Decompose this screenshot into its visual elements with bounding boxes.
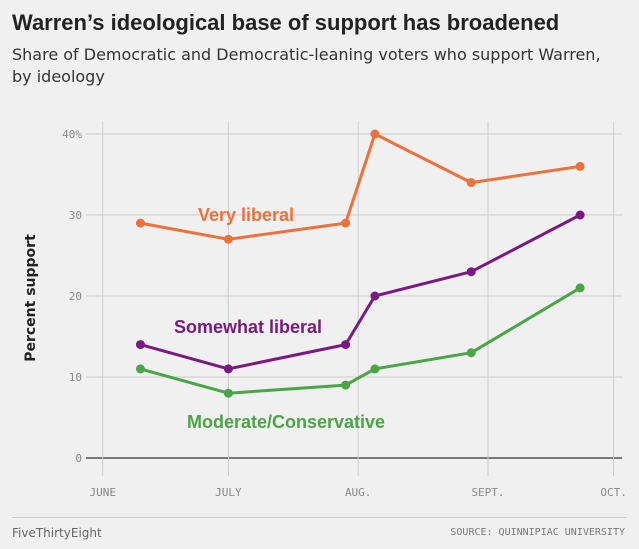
- chart-subtitle: Share of Democratic and Democratic-leani…: [12, 45, 601, 86]
- data-point-moderate-conservative: [341, 380, 351, 390]
- footer-credit: FiveThirtyEight: [12, 526, 102, 540]
- data-point-very-liberal: [466, 178, 476, 188]
- x-tick-labels: JUNE JULY AUG. SEPT. OCT.: [90, 486, 627, 499]
- footer-source: SOURCE: QUINNIPIAC UNIVERSITY: [450, 527, 625, 538]
- data-point-very-liberal: [341, 218, 351, 228]
- series-line-very-liberal: [138, 132, 582, 241]
- y-tick-label: 20: [69, 290, 82, 303]
- data-point-moderate-conservative: [370, 364, 380, 374]
- series-label-very-liberal: Very liberal: [198, 205, 294, 225]
- data-point-moderate-conservative: [135, 364, 145, 374]
- data-point-somewhat-liberal: [575, 210, 585, 220]
- data-point-somewhat-liberal: [223, 364, 233, 374]
- data-point-moderate-conservative: [575, 283, 585, 293]
- x-tick-label: JULY: [215, 486, 242, 499]
- y-tick-label: 0: [75, 452, 82, 465]
- series-label-moderate-conservative: Moderate/Conservative: [187, 412, 385, 432]
- y-tick-labels: 0 10 20 30 40%: [62, 128, 82, 465]
- x-tick-label: AUG.: [345, 486, 372, 499]
- y-tick-label: 30: [69, 209, 82, 222]
- x-tick-label: JUNE: [90, 486, 117, 499]
- series-points: [135, 129, 585, 398]
- data-point-moderate-conservative: [223, 388, 233, 398]
- x-tick-label: OCT.: [600, 486, 627, 499]
- y-tick-label: 40%: [62, 128, 82, 141]
- data-point-very-liberal: [135, 218, 145, 228]
- data-point-somewhat-liberal: [466, 267, 476, 277]
- data-point-somewhat-liberal: [370, 291, 380, 301]
- data-point-somewhat-liberal: [135, 340, 145, 350]
- chart-title: Warren’s ideological base of support has…: [12, 10, 560, 35]
- series-line-somewhat-liberal: [138, 213, 582, 371]
- data-point-somewhat-liberal: [341, 340, 351, 350]
- x-tick-label: SEPT.: [471, 486, 504, 499]
- data-point-moderate-conservative: [466, 348, 476, 358]
- series-line-moderate-conservative: [138, 286, 582, 395]
- data-point-very-liberal: [223, 234, 233, 244]
- series-label-somewhat-liberal: Somewhat liberal: [174, 317, 322, 337]
- y-tick-label: 10: [69, 371, 82, 384]
- series-labels: Very liberal Somewhat liberal Moderate/Con…: [174, 205, 385, 432]
- data-point-very-liberal: [575, 161, 585, 171]
- data-point-very-liberal: [370, 129, 380, 139]
- footer-divider: [12, 517, 627, 518]
- series-lines: [138, 132, 582, 395]
